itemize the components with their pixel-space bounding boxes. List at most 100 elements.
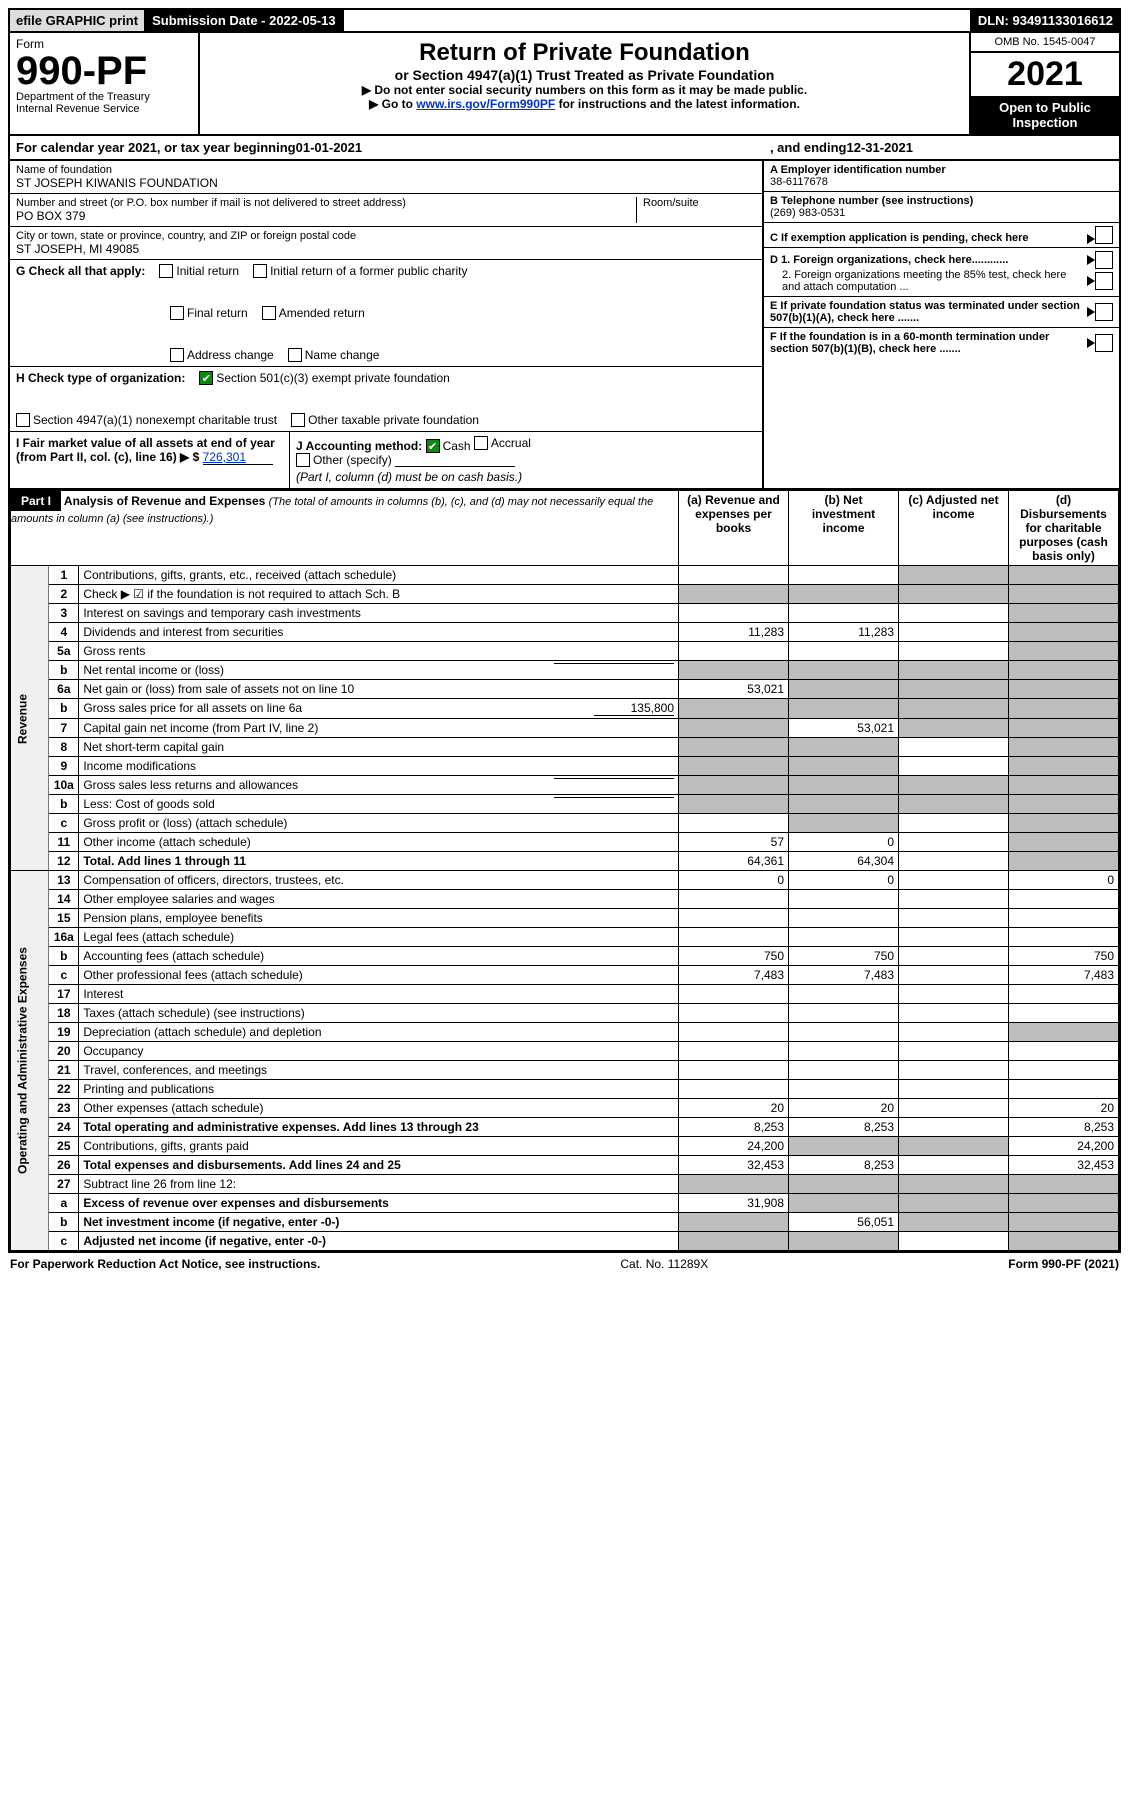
table-row: bNet investment income (if negative, ent… [11,1213,1119,1232]
table-row: 20Occupancy [11,1042,1119,1061]
addr-label: Number and street (or P.O. box number if… [16,197,636,209]
g-initial-checkbox[interactable] [159,264,173,278]
table-row: Revenue1Contributions, gifts, grants, et… [11,566,1119,585]
row-label: Total operating and administrative expen… [79,1118,679,1137]
expenses-side-label: Operating and Administrative Expenses [11,871,49,1251]
cell-c [899,1156,1009,1175]
g-initial-former-checkbox[interactable] [253,264,267,278]
cell-d [1009,1042,1119,1061]
cell-a [679,566,789,585]
cell-b: 8,253 [789,1156,899,1175]
row-label: Income modifications [79,757,679,776]
footer-right: Form 990-PF (2021) [1008,1257,1119,1271]
open-public-badge: Open to Public Inspection [971,96,1119,134]
j-label: J Accounting method: [296,439,422,453]
row-number: 22 [49,1080,79,1099]
j-accrual-checkbox[interactable] [474,436,488,450]
e-checkbox[interactable] [1095,303,1113,321]
section-i: I Fair market value of all assets at end… [10,432,290,488]
row-number: c [49,1232,79,1251]
cell-a [679,757,789,776]
row-label: Interest on savings and temporary cash i… [79,604,679,623]
g-final-checkbox[interactable] [170,306,184,320]
row-label: Capital gain net income (from Part IV, l… [79,719,679,738]
table-row: 17Interest [11,985,1119,1004]
row-number: 5a [49,642,79,661]
table-row: 27Subtract line 26 from line 12: [11,1175,1119,1194]
h-other: Other taxable private foundation [308,413,479,427]
table-row: cOther professional fees (attach schedul… [11,966,1119,985]
cell-b [789,566,899,585]
table-row: 21Travel, conferences, and meetings [11,1061,1119,1080]
cell-b [789,890,899,909]
cell-a: 0 [679,871,789,890]
cell-a [679,1061,789,1080]
cell-c [899,947,1009,966]
cell-d [1009,1194,1119,1213]
cell-c [899,928,1009,947]
cell-d [1009,585,1119,604]
col-b-header: (b) Net investment income [789,491,899,566]
cell-d [1009,699,1119,719]
cell-a [679,1232,789,1251]
form-header: Form 990-PF Department of the Treasury I… [8,33,1121,136]
cell-a: 64,361 [679,852,789,871]
cell-a [679,604,789,623]
h-501c3: Section 501(c)(3) exempt private foundat… [216,371,449,385]
row-label: Other employee salaries and wages [79,890,679,909]
f-checkbox[interactable] [1095,334,1113,352]
row-number: 23 [49,1099,79,1118]
cell-b [789,585,899,604]
tel-value: (269) 983-0531 [770,207,1113,219]
cell-a [679,909,789,928]
cell-a [679,890,789,909]
cell-a [679,1080,789,1099]
row-label: Other expenses (attach schedule) [79,1099,679,1118]
cell-c [899,1023,1009,1042]
row-number: 26 [49,1156,79,1175]
row-label: Net short-term capital gain [79,738,679,757]
d2-checkbox[interactable] [1095,272,1113,290]
cell-d [1009,909,1119,928]
cell-b: 53,021 [789,719,899,738]
g-name: Name change [305,348,380,362]
row-label: Net gain or (loss) from sale of assets n… [79,680,679,699]
tel-field: B Telephone number (see instructions) (2… [764,192,1119,223]
cell-a [679,661,789,680]
i-fmv-value[interactable]: 726,301 [203,450,273,465]
cell-d [1009,833,1119,852]
cell-d [1009,757,1119,776]
cell-b [789,928,899,947]
form990pf-link[interactable]: www.irs.gov/Form990PF [416,97,555,111]
j-other-checkbox[interactable] [296,453,310,467]
h-other-checkbox[interactable] [291,413,305,427]
cell-d [1009,776,1119,795]
h-4947-checkbox[interactable] [16,413,30,427]
j-cash-checkbox[interactable] [426,439,440,453]
g-address-checkbox[interactable] [170,348,184,362]
cell-d [1009,890,1119,909]
efile-print-button[interactable]: efile GRAPHIC print [10,10,146,31]
calendar-begin: 01-01-2021 [296,140,363,155]
c-checkbox[interactable] [1095,226,1113,244]
row-label: Gross sales less returns and allowances [79,776,679,795]
row-number: 27 [49,1175,79,1194]
addr-field: Number and street (or P.O. box number if… [10,194,762,227]
row-number: 10a [49,776,79,795]
cell-d: 750 [1009,947,1119,966]
ij-row: I Fair market value of all assets at end… [10,432,762,488]
g-amended-checkbox[interactable] [262,306,276,320]
d1-checkbox[interactable] [1095,251,1113,269]
header-center: Return of Private Foundation or Section … [200,33,969,134]
cell-a: 57 [679,833,789,852]
h-501c3-checkbox[interactable] [199,371,213,385]
cell-b [789,1232,899,1251]
g-final: Final return [187,306,248,320]
table-row: bNet rental income or (loss) [11,661,1119,680]
dept-treasury: Department of the Treasury Internal Reve… [16,91,192,115]
row-number: 14 [49,890,79,909]
cell-d [1009,661,1119,680]
cell-b [789,699,899,719]
g-name-checkbox[interactable] [288,348,302,362]
city-label: City or town, state or province, country… [16,230,756,242]
